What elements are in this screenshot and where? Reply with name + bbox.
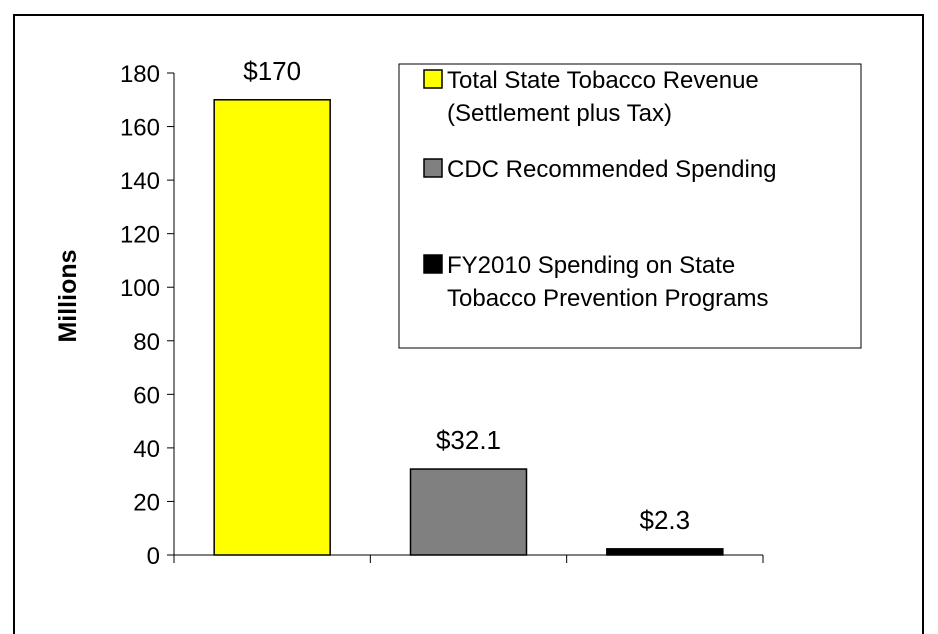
legend-box (398, 63, 862, 349)
legend-entry-text: Tobacco Prevention Programs (447, 285, 769, 312)
data-label: $32.1 (436, 425, 501, 455)
y-tick-label: 140 (120, 168, 160, 195)
y-tick-label: 180 (120, 61, 160, 88)
y-tick-label: 40 (133, 436, 160, 463)
legend-swatch (423, 69, 443, 89)
y-tick-label: 80 (133, 329, 160, 356)
legend-entry-text: (Settlement plus Tax) (447, 100, 672, 127)
legend-swatch (423, 254, 443, 274)
y-tick-label: 160 (120, 115, 160, 142)
bars: $170 $32.1 $2.3 (213, 56, 724, 556)
y-tick-label: 0 (147, 543, 160, 570)
bar-chart: Millions 0 20 40 60 80 100 120 140 160 180 $170 $3… (54, 56, 862, 570)
legend-swatch (423, 158, 443, 178)
legend: Total State Tobacco Revenue (Settlement p… (398, 63, 862, 349)
y-tick-label: 60 (133, 382, 160, 409)
y-axis-label: Millions (54, 249, 82, 342)
x-axis (173, 554, 764, 563)
legend-entry-text: FY2010 Spending on State (447, 252, 735, 279)
y-tick-label: 120 (120, 222, 160, 249)
data-label: $170 (243, 56, 301, 86)
y-axis: 0 20 40 60 80 100 120 140 160 180 (120, 61, 175, 570)
bar (409, 468, 528, 556)
y-tick-label: 20 (133, 489, 160, 516)
data-label: $2.3 (640, 505, 691, 535)
y-tick-label: 100 (120, 275, 160, 302)
legend-entry-text: Total State Tobacco Revenue (447, 67, 759, 94)
legend-entry-text: CDC Recommended Spending (447, 156, 777, 183)
chart-frame (13, 14, 924, 634)
bar (606, 548, 724, 556)
bar (213, 99, 331, 556)
